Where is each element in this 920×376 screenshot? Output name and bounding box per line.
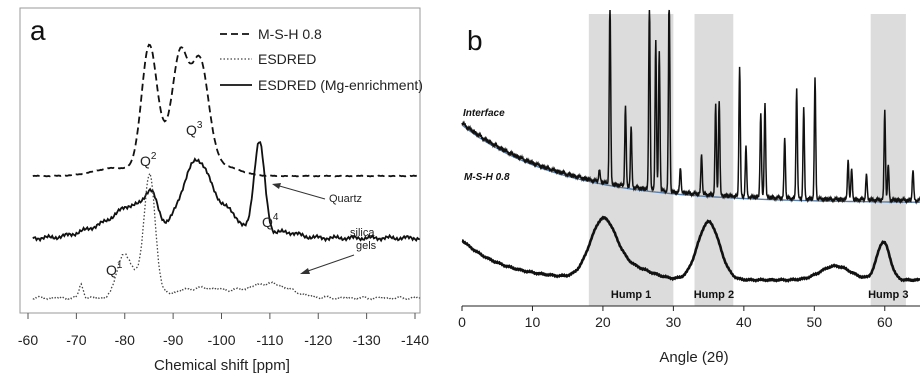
annotation-quartz: Quartz [329,193,362,205]
hump-labels: Hump 1 Hump 2 Hump 3 [611,289,909,301]
quartz-arrow [275,184,326,200]
x-axis-a: -60 -70 -80 -90 -100 -110 -120 -130 -140 [18,313,429,348]
hump-label: Hump 2 [694,289,734,301]
series-msh-0-8-line [32,43,420,178]
panel-a-frame [19,7,421,314]
quartz-arrowhead [272,183,281,189]
panel-a: a M-S-H 0.8 ESDRED ESDRED (Mg-enrichment… [18,7,429,374]
x-tick-label-b: 40 [736,314,752,330]
panel-b-frame [462,8,920,305]
legend-label-esdred: ESDRED [258,51,316,67]
series-interface-line [461,9,920,205]
legend-a: M-S-H 0.8 ESDRED ESDRED (Mg-enrichment) [220,26,423,93]
panel-a-label: a [30,15,46,46]
x-tick-label-b: 60 [877,314,893,330]
x-tick-label-b: 30 [666,314,682,330]
x-axis-b: 0 10 20 30 40 50 60 [458,306,893,330]
x-axis-title-a: Chemical shift [ppm] [154,357,290,374]
x-tick-label-a: -80 [115,332,135,348]
x-tick-label-a: -90 [163,332,183,348]
series-msh-0-8-b-line [461,215,920,283]
x-tick-label-b: 50 [807,314,823,330]
label-interface: Interface [463,108,505,119]
silica-gels-arrow [304,254,355,273]
x-tick-label-b: 0 [458,314,466,330]
annotation-q4: Q4 [262,212,279,230]
hump-label: Hump 3 [868,289,908,301]
legend-label-esdred-mg: ESDRED (Mg-enrichment) [258,77,423,93]
x-tick-label-a: -140 [401,332,429,348]
x-tick-label-a: -60 [18,332,38,348]
x-tick-label-a: -110 [256,332,283,348]
panel-b-label: b [467,25,483,56]
annotation-gels: gels [356,240,377,252]
x-tick-label-a: -70 [66,332,86,348]
legend-label-msh: M-S-H 0.8 [258,26,322,42]
x-tick-label-a: -130 [353,332,381,348]
annotation-q3: Q3 [186,120,203,138]
series-esdred-mg-line [32,141,420,243]
label-msh-0-8: M-S-H 0.8 [464,172,510,183]
silica-gels-arrowhead [300,268,310,274]
x-tick-label-a: -100 [207,332,235,348]
hump-label: Hump 1 [611,289,651,301]
x-tick-label-b: 10 [525,314,541,330]
x-axis-title-b: Angle (2θ) [659,349,728,366]
annotation-q1: Q1 [106,260,123,278]
annotation-q2: Q2 [140,151,157,169]
x-tick-label-a: -120 [304,332,332,348]
series-esdred-line [32,171,421,301]
shaded-region [694,14,734,306]
panel-b: b Interface M-S-H 0.8 Hump 1 Hump 2 Hump 3… [458,8,920,366]
x-tick-label-b: 20 [595,314,611,330]
annotation-silica: silica [350,227,375,239]
